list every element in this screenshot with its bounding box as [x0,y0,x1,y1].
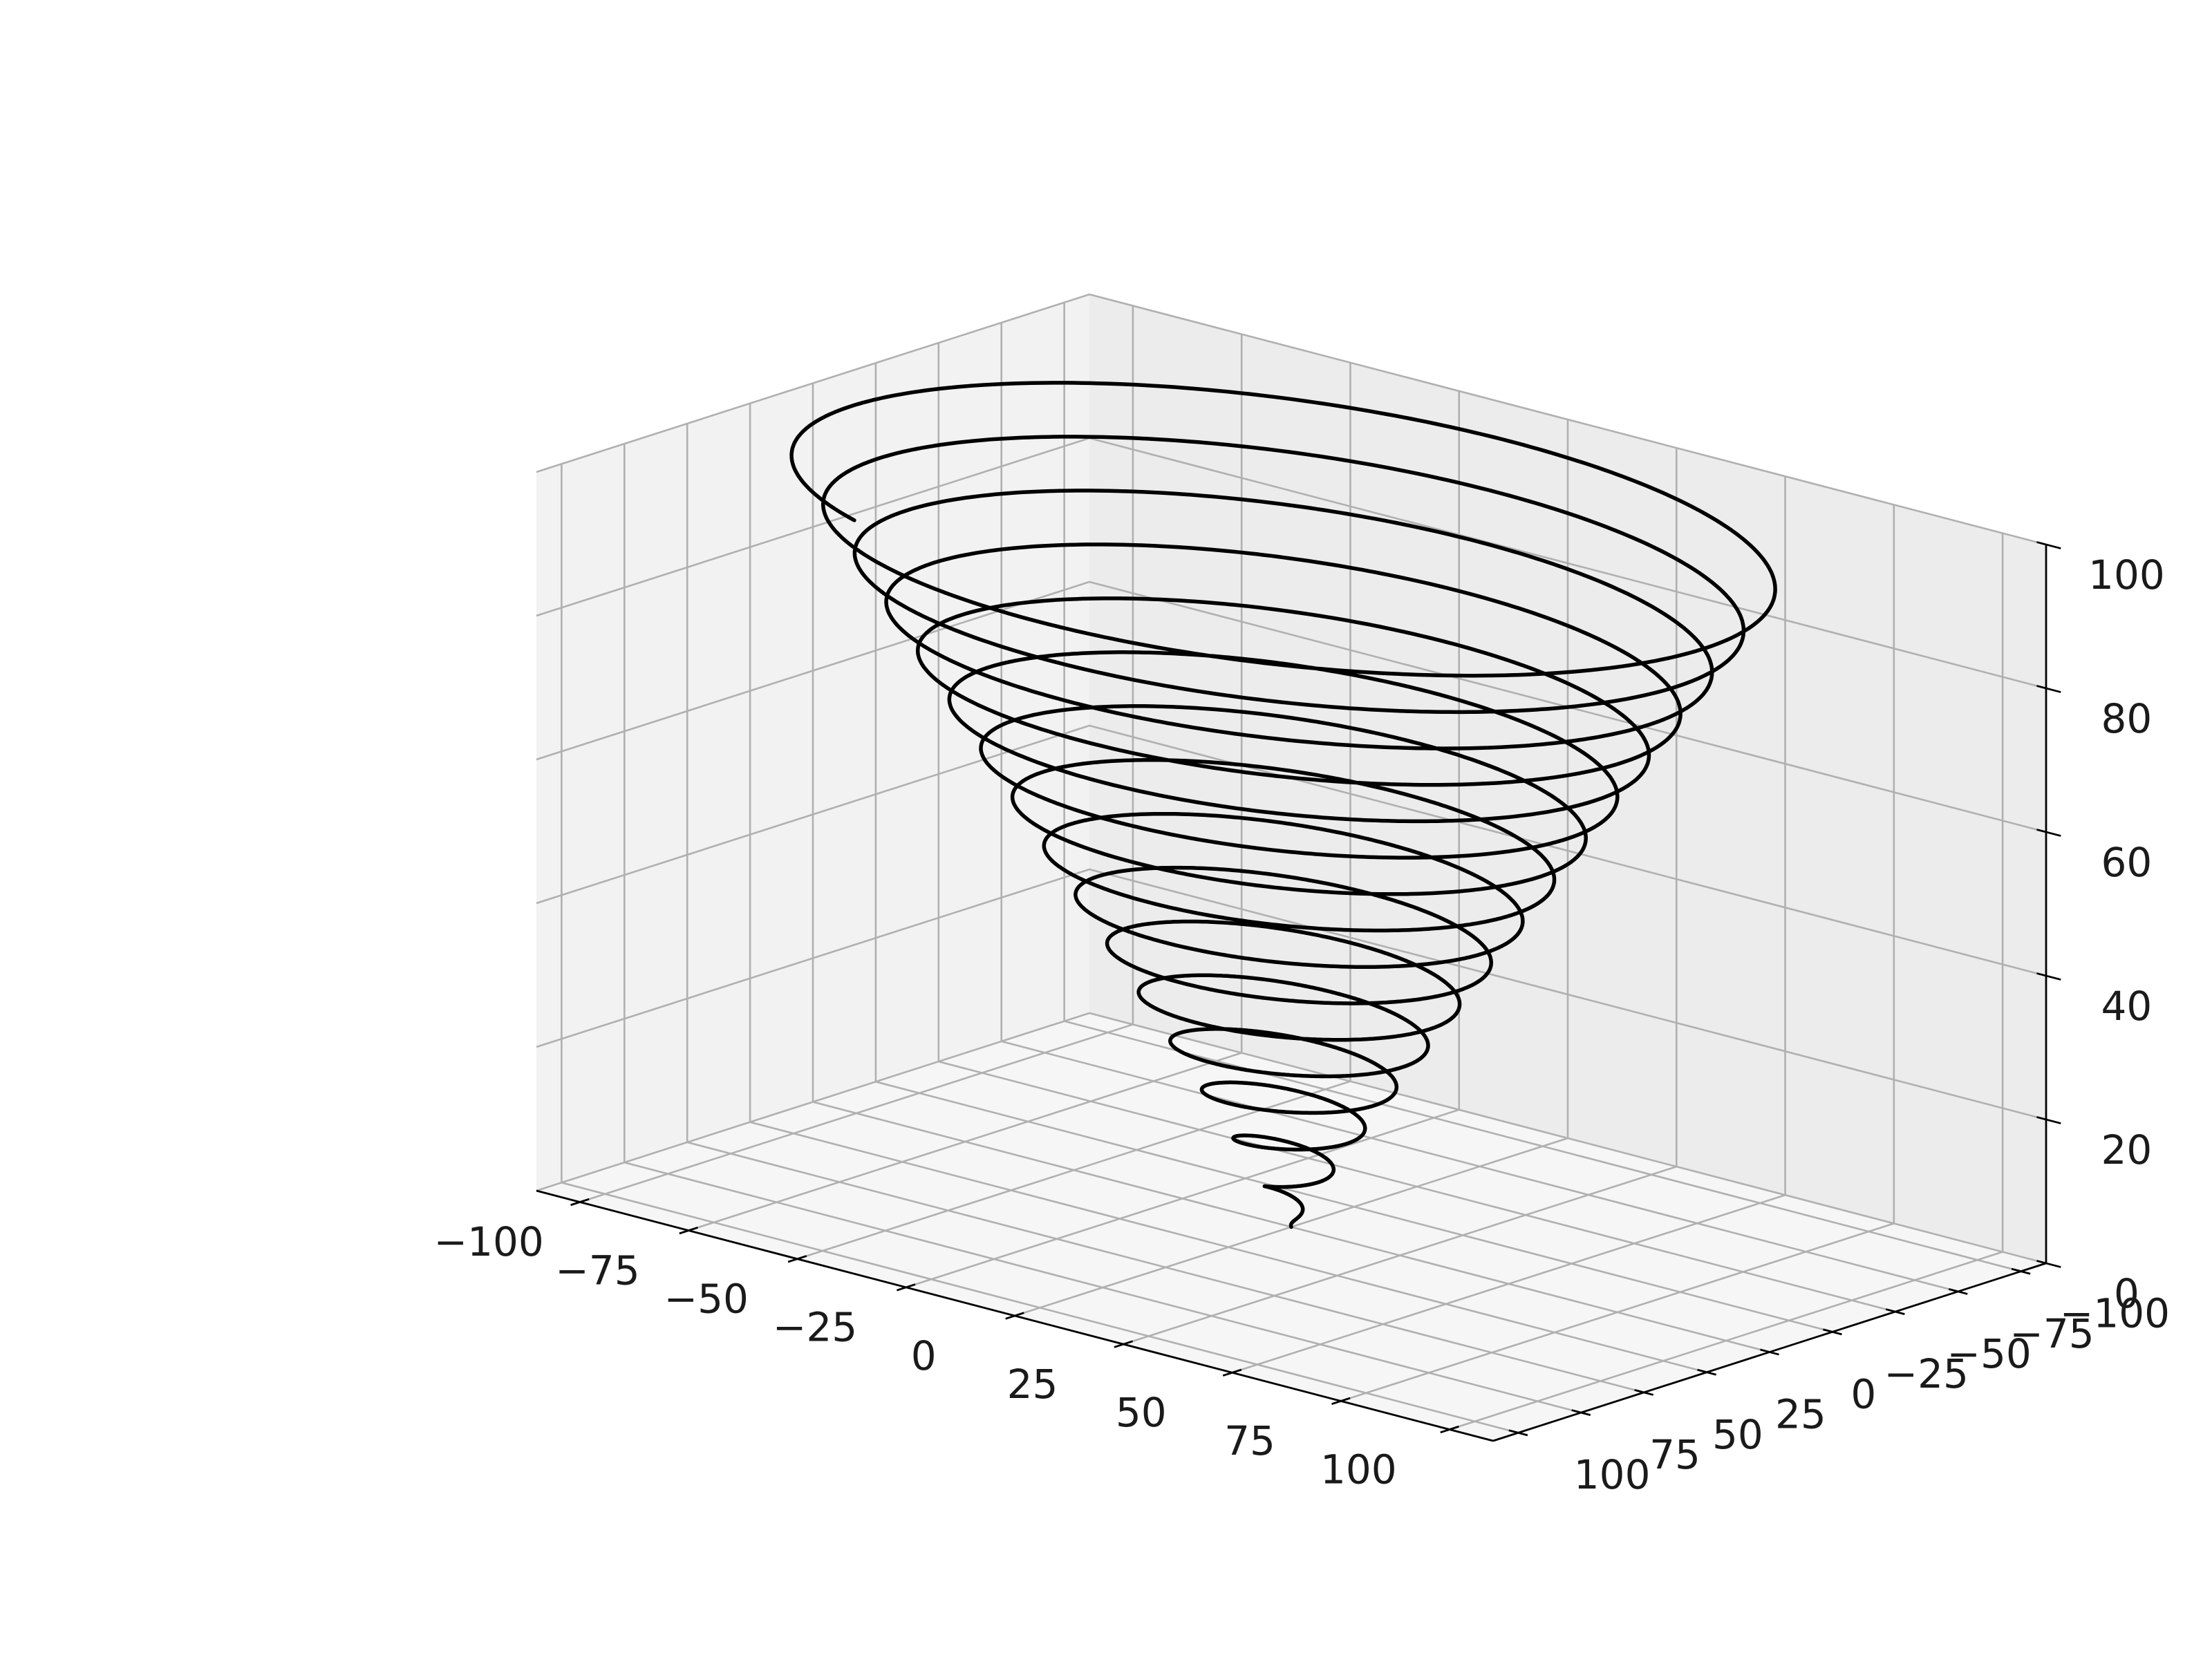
grid-line-z [536,293,2047,546]
y-tick [1948,1287,1968,1295]
y-tick-label: 0 [1850,1370,1876,1417]
x-tick-label: 50 [1116,1389,1167,1436]
x-tick-label: −100 [433,1218,543,1265]
x-tick [1440,1425,1459,1434]
z-tick-label: 100 [2088,551,2165,598]
z-tick [2036,972,2061,981]
tick-labels: −100−75−50−250255075100−100−75−50−250255… [433,551,2170,1498]
y-tick-label: −50 [1947,1330,2031,1377]
grid-line-z [536,1012,2047,1265]
y-tick-label: 25 [1775,1391,1826,1438]
axis-panes [536,294,2046,1441]
z-tick [2036,1260,2061,1268]
z-tick-label: 40 [2101,983,2153,1030]
y-tick-label: 50 [1712,1411,1763,1458]
x-tick [570,1198,590,1207]
z-tick [2036,541,2061,549]
axis-lines [536,541,2061,1442]
z-tick-label: 20 [2101,1126,2153,1173]
y-tick [1508,1429,1528,1437]
z-tick [2036,685,2061,693]
x-tick [787,1255,807,1263]
x-tick-label: −75 [555,1247,639,1294]
z-tick [2036,829,2061,837]
y-tick [1571,1409,1591,1417]
y-tick [1697,1368,1716,1376]
z-tick-label: 0 [2114,1270,2139,1317]
y-tick [1885,1308,1905,1315]
series-layer [789,381,1777,1229]
grid-line-z [536,724,2047,977]
z-tick [2036,1116,2061,1124]
x-tick-label: 75 [1224,1417,1275,1464]
x-tick [1114,1340,1134,1348]
spiral-series-line [789,381,1777,1229]
x-tick [1005,1312,1024,1320]
y-tick-label: −75 [2009,1310,2094,1357]
y-tick-label: 75 [1649,1431,1700,1478]
z-tick-label: 80 [2101,695,2153,742]
x-tick [679,1226,698,1235]
x-tick [896,1283,916,1292]
x-tick [1222,1368,1242,1377]
y-tick [1760,1348,1779,1356]
x-tick-label: 100 [1320,1446,1397,1493]
y-tick-label: −25 [1884,1350,1968,1397]
grid-line-z [536,868,2047,1121]
y-tick [1823,1328,1842,1336]
x-tick-label: −25 [773,1304,857,1351]
x-tick-label: 0 [911,1332,937,1379]
grid-line-z [536,580,2047,833]
y-tick-label: 100 [1574,1451,1651,1498]
y-tick [1634,1389,1654,1396]
x-tick-label: −50 [664,1275,748,1322]
y-tick [2011,1267,2031,1275]
y-tick-label: −100 [2060,1290,2170,1337]
z-tick-label: 60 [2101,839,2153,886]
x-tick [1331,1397,1351,1406]
x-tick-label: 25 [1007,1361,1058,1408]
